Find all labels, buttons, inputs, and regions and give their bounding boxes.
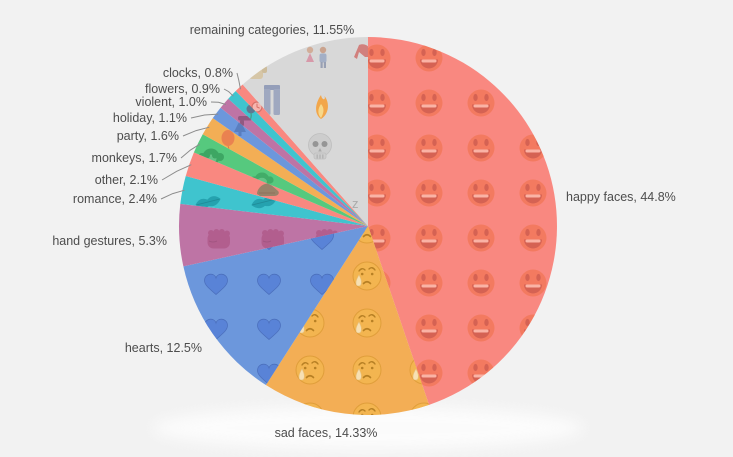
leader-line-monkeys: [180, 143, 201, 159]
clock-emoji-icon: [251, 101, 263, 113]
high-heel-emoji-icon: [354, 44, 368, 59]
holiday-emoji-icon: [234, 120, 246, 136]
slice-label-clocks: clocks, 0.8%: [163, 66, 233, 80]
zzz-emoji-icon: z: [352, 196, 359, 211]
pie-slice-clocks[interactable]: [235, 84, 368, 226]
pie-slice-pattern-hand-gestures: [179, 203, 368, 267]
pie-slice-other[interactable]: [185, 152, 368, 226]
pie-slice-holiday[interactable]: [212, 107, 368, 226]
slice-label-holiday: holiday, 1.1%: [113, 111, 187, 125]
pie-slice-pattern-hearts: [183, 226, 368, 386]
pie-slice-pattern-romance: [180, 175, 368, 226]
slice-label-hand-gestures: hand gestures, 5.3%: [52, 234, 167, 248]
leader-line-clocks: [236, 72, 241, 90]
leader-line-other: [161, 164, 192, 181]
leader-line-violent: [210, 101, 227, 105]
slice-label-monkeys: monkeys, 1.7%: [92, 151, 177, 165]
leader-line-holiday: [190, 113, 219, 119]
pie-slice-party[interactable]: [202, 118, 368, 226]
slice-label-sad-faces: sad faces, 14.33%: [275, 426, 378, 440]
slice-label-happy-faces: happy faces, 44.8%: [566, 190, 676, 204]
pie-shadow-glow: [153, 406, 583, 450]
pie-slice-violent[interactable]: [220, 98, 368, 226]
pie-slice-monkeys[interactable]: [193, 134, 368, 226]
couple-emoji-icon: [306, 46, 327, 68]
slice-label-violent: violent, 1.0%: [135, 95, 207, 109]
slice-label-flowers: flowers, 0.9%: [145, 82, 220, 96]
leader-line-flowers: [223, 88, 234, 97]
fire-emoji-icon: [316, 95, 328, 119]
skull-emoji-icon: [308, 133, 332, 160]
shoe-emoji-icon: [257, 183, 279, 196]
slice-label-remaining-categories: remaining categories, 11.55%: [190, 23, 354, 37]
slice-label-party: party, 1.6%: [117, 129, 179, 143]
slice-label-other: other, 2.1%: [95, 173, 158, 187]
slice-label-romance: romance, 2.4%: [73, 192, 157, 206]
pie-slice-pattern-sad-faces: [265, 226, 430, 415]
pie-slice-flowers[interactable]: [228, 91, 368, 227]
jeans-emoji-icon: [264, 85, 280, 115]
pie-slice-pattern-happy-faces: [368, 37, 557, 405]
slice-label-hearts: hearts, 12.5%: [125, 341, 202, 355]
leader-line-party: [182, 126, 210, 137]
leader-line-romance: [160, 189, 185, 200]
pie-slice-remaining-categories[interactable]: [242, 37, 368, 226]
